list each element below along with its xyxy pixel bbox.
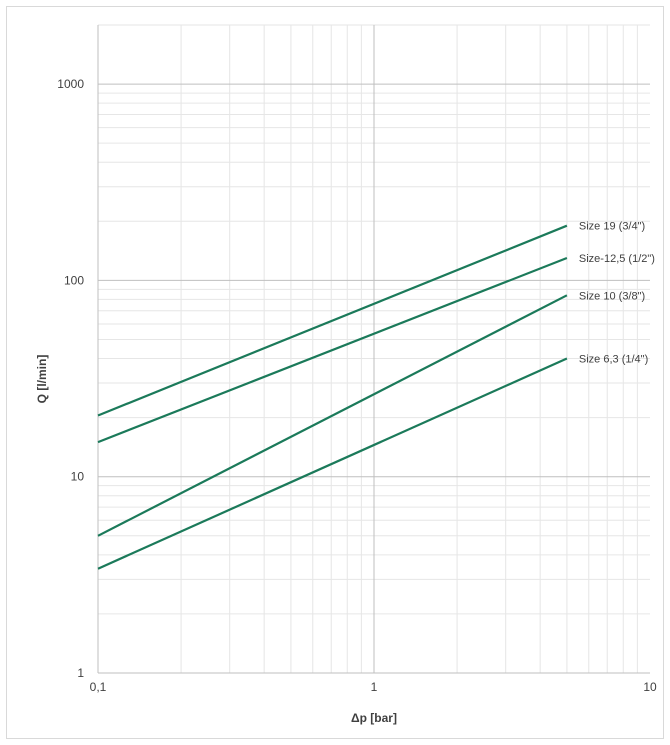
series-label: Size 10 (3/8") [579,290,645,302]
x-axis-title: Δp [bar] [351,711,397,725]
x-tick-label: 10 [643,680,657,694]
series-labels: Size 19 (3/4") Size-12,5 (1/2") Size 10 (3… [579,221,655,366]
major-gridlines [97,25,650,674]
y-tick-label: 1 [77,666,84,680]
series-line [97,294,568,537]
series-label: Size 19 (3/4") [579,221,645,233]
chart-frame [6,6,664,739]
series-line [97,224,568,417]
x-tick-label: 0,1 [90,680,107,694]
x-tick-labels: 0,1 1 10 [90,680,657,694]
series-label: Size-12,5 (1/2") [579,253,655,265]
y-axis-title: Q [l/min] [35,355,49,404]
series-lines [97,224,568,570]
series-label: Size 6,3 (1/4") [579,354,648,366]
y-tick-labels: 1 10 100 1000 [57,77,84,680]
y-tick-label: 100 [64,273,84,287]
series-line [97,256,568,444]
y-tick-label: 10 [71,470,85,484]
y-tick-label: 1000 [57,77,84,91]
x-tick-label: 1 [371,680,378,694]
series-line [97,357,568,570]
